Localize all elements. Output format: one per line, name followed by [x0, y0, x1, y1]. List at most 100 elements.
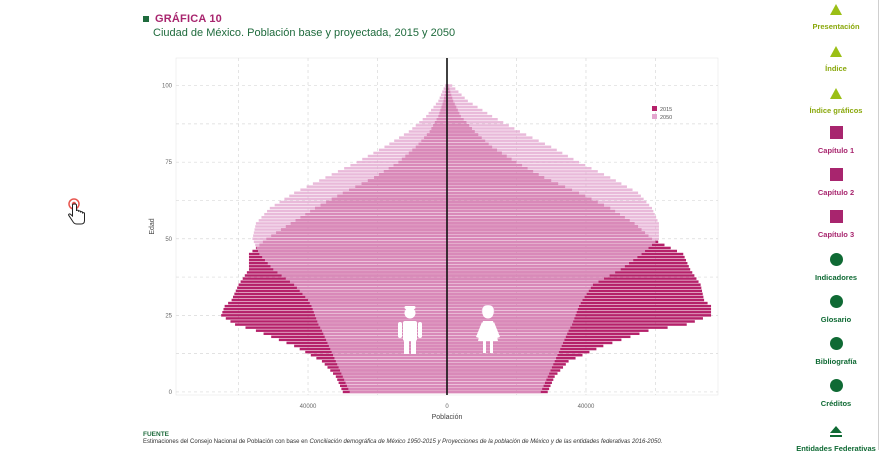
bar-2050-women — [447, 148, 557, 152]
bar-2050-women — [447, 304, 580, 308]
bar-2050-men — [302, 292, 447, 296]
bar-2050-women — [447, 295, 585, 299]
nav-item-capítulo-1[interactable]: Capítulo 1 — [793, 126, 879, 155]
bar-2015-women — [447, 311, 712, 314]
bar-2050-men — [262, 255, 447, 259]
bar-2050-women — [447, 326, 571, 329]
bar-2050-men — [258, 219, 447, 222]
bar-2050-women — [447, 289, 589, 293]
bar-2050-women — [447, 124, 509, 127]
nav-item-capítulo-2[interactable]: Capítulo 2 — [793, 168, 879, 197]
nav-item-presentación[interactable]: Presentación — [793, 2, 879, 31]
bar-2050-women — [447, 142, 545, 146]
y-tick-label: 50 — [165, 237, 172, 243]
bar-2050-men — [338, 366, 447, 369]
bar-2050-men — [422, 118, 447, 121]
bar-2050-women — [447, 167, 592, 170]
bar-2050-women — [447, 353, 558, 357]
source-text-prefix: Estimaciones del Consejo Nacional de Pob… — [143, 439, 310, 445]
bar-2050-men — [317, 320, 447, 323]
source-text: Estimaciones del Consejo Nacional de Pob… — [143, 439, 843, 445]
bar-2050-men — [299, 289, 447, 293]
bar-2050-men — [253, 234, 447, 237]
nav-item-label: Capítulo 2 — [817, 188, 855, 197]
nav-item-entidades-federativas[interactable]: Entidades Federativas — [793, 424, 879, 453]
bar-2050-women — [447, 286, 591, 290]
bar-2050-women — [447, 182, 622, 185]
bar-2050-women — [447, 99, 468, 103]
bar-2050-men — [442, 90, 447, 93]
bar-2050-men — [345, 381, 447, 385]
bar-2050-women — [447, 237, 659, 241]
bar-2050-men — [415, 124, 447, 127]
bar-2050-men — [273, 268, 447, 271]
square-icon — [829, 210, 843, 223]
bar-2050-women — [447, 90, 459, 93]
bar-2050-women — [447, 323, 573, 326]
bar-2050-women — [447, 356, 557, 360]
bar-2050-men — [328, 344, 447, 348]
bar-2050-men — [324, 335, 447, 339]
bar-2050-women — [447, 136, 533, 139]
bar-2050-men — [344, 167, 447, 170]
bar-2050-women — [447, 108, 483, 112]
population-pyramid-chart: 0 25 50 75 100 40000 0 40000 Población Edad 2015 20… — [149, 57, 719, 421]
x-axis-label: Población — [432, 414, 463, 421]
x-tick-label: 40000 — [578, 404, 595, 410]
male-person-icon — [398, 306, 422, 354]
nav-item-bibliografía[interactable]: Bibliografía — [793, 337, 879, 366]
nav-item-label: Índice gráficos — [809, 106, 863, 115]
bar-2050-women — [447, 344, 562, 348]
bar-2050-women — [447, 105, 478, 109]
bar-2050-men — [342, 375, 447, 378]
chart-header: GRÁFICA 10 Ciudad de México. Población b… — [143, 13, 455, 39]
bar-2050-men — [439, 96, 447, 100]
nav-item-créditos[interactable]: Créditos — [793, 379, 879, 408]
nav-item-capítulo-3[interactable]: Capítulo 3 — [793, 210, 879, 239]
bar-2050-men — [394, 139, 447, 142]
circle-icon — [829, 295, 843, 308]
bar-2050-men — [419, 121, 447, 124]
bar-2050-women — [447, 121, 504, 124]
bar-2050-women — [447, 111, 488, 115]
bar-2050-men — [334, 356, 447, 360]
nav-item-glosario[interactable]: Glosario — [793, 295, 879, 324]
nav-item-índice-gráficos[interactable]: Índice gráficos — [793, 86, 879, 115]
bar-2050-men — [346, 384, 447, 388]
bar-2015-women — [447, 307, 712, 311]
bar-2050-women — [447, 381, 545, 385]
bar-2050-women — [447, 203, 650, 207]
bar-2050-women — [447, 341, 564, 345]
bar-2050-men — [279, 200, 447, 204]
bar-2050-men — [312, 182, 447, 185]
bar-2050-women — [447, 173, 605, 176]
bar-2050-men — [331, 173, 447, 176]
bar-2050-women — [447, 234, 659, 237]
bar-2050-women — [447, 222, 659, 225]
green-square-icon — [143, 16, 149, 22]
bar-2050-women — [447, 200, 647, 204]
bar-2050-men — [426, 114, 447, 118]
nav-item-índice[interactable]: Índice — [793, 44, 879, 73]
bar-2050-men — [294, 283, 447, 286]
bar-2050-women — [447, 127, 515, 130]
bar-2050-men — [284, 197, 447, 201]
nav-item-indicadores[interactable]: Indicadores — [793, 253, 879, 282]
bar-2050-men — [267, 209, 447, 213]
bar-2050-women — [447, 375, 548, 378]
bar-2050-women — [447, 314, 576, 317]
bar-2050-men — [339, 369, 447, 372]
bar-2050-women — [447, 378, 547, 381]
bar-2050-men — [255, 225, 447, 228]
nav-item-label: Glosario — [820, 315, 852, 324]
bar-2050-men — [321, 329, 447, 332]
bar-2050-women — [447, 209, 654, 213]
bar-2050-women — [447, 228, 659, 231]
bar-2050-men — [289, 194, 447, 198]
bar-2050-men — [252, 237, 447, 241]
female-person-icon — [476, 304, 500, 353]
bar-2050-men — [327, 341, 447, 345]
bar-2050-women — [447, 350, 559, 354]
nav-item-label: Créditos — [820, 399, 852, 408]
bar-2050-men — [269, 206, 447, 210]
